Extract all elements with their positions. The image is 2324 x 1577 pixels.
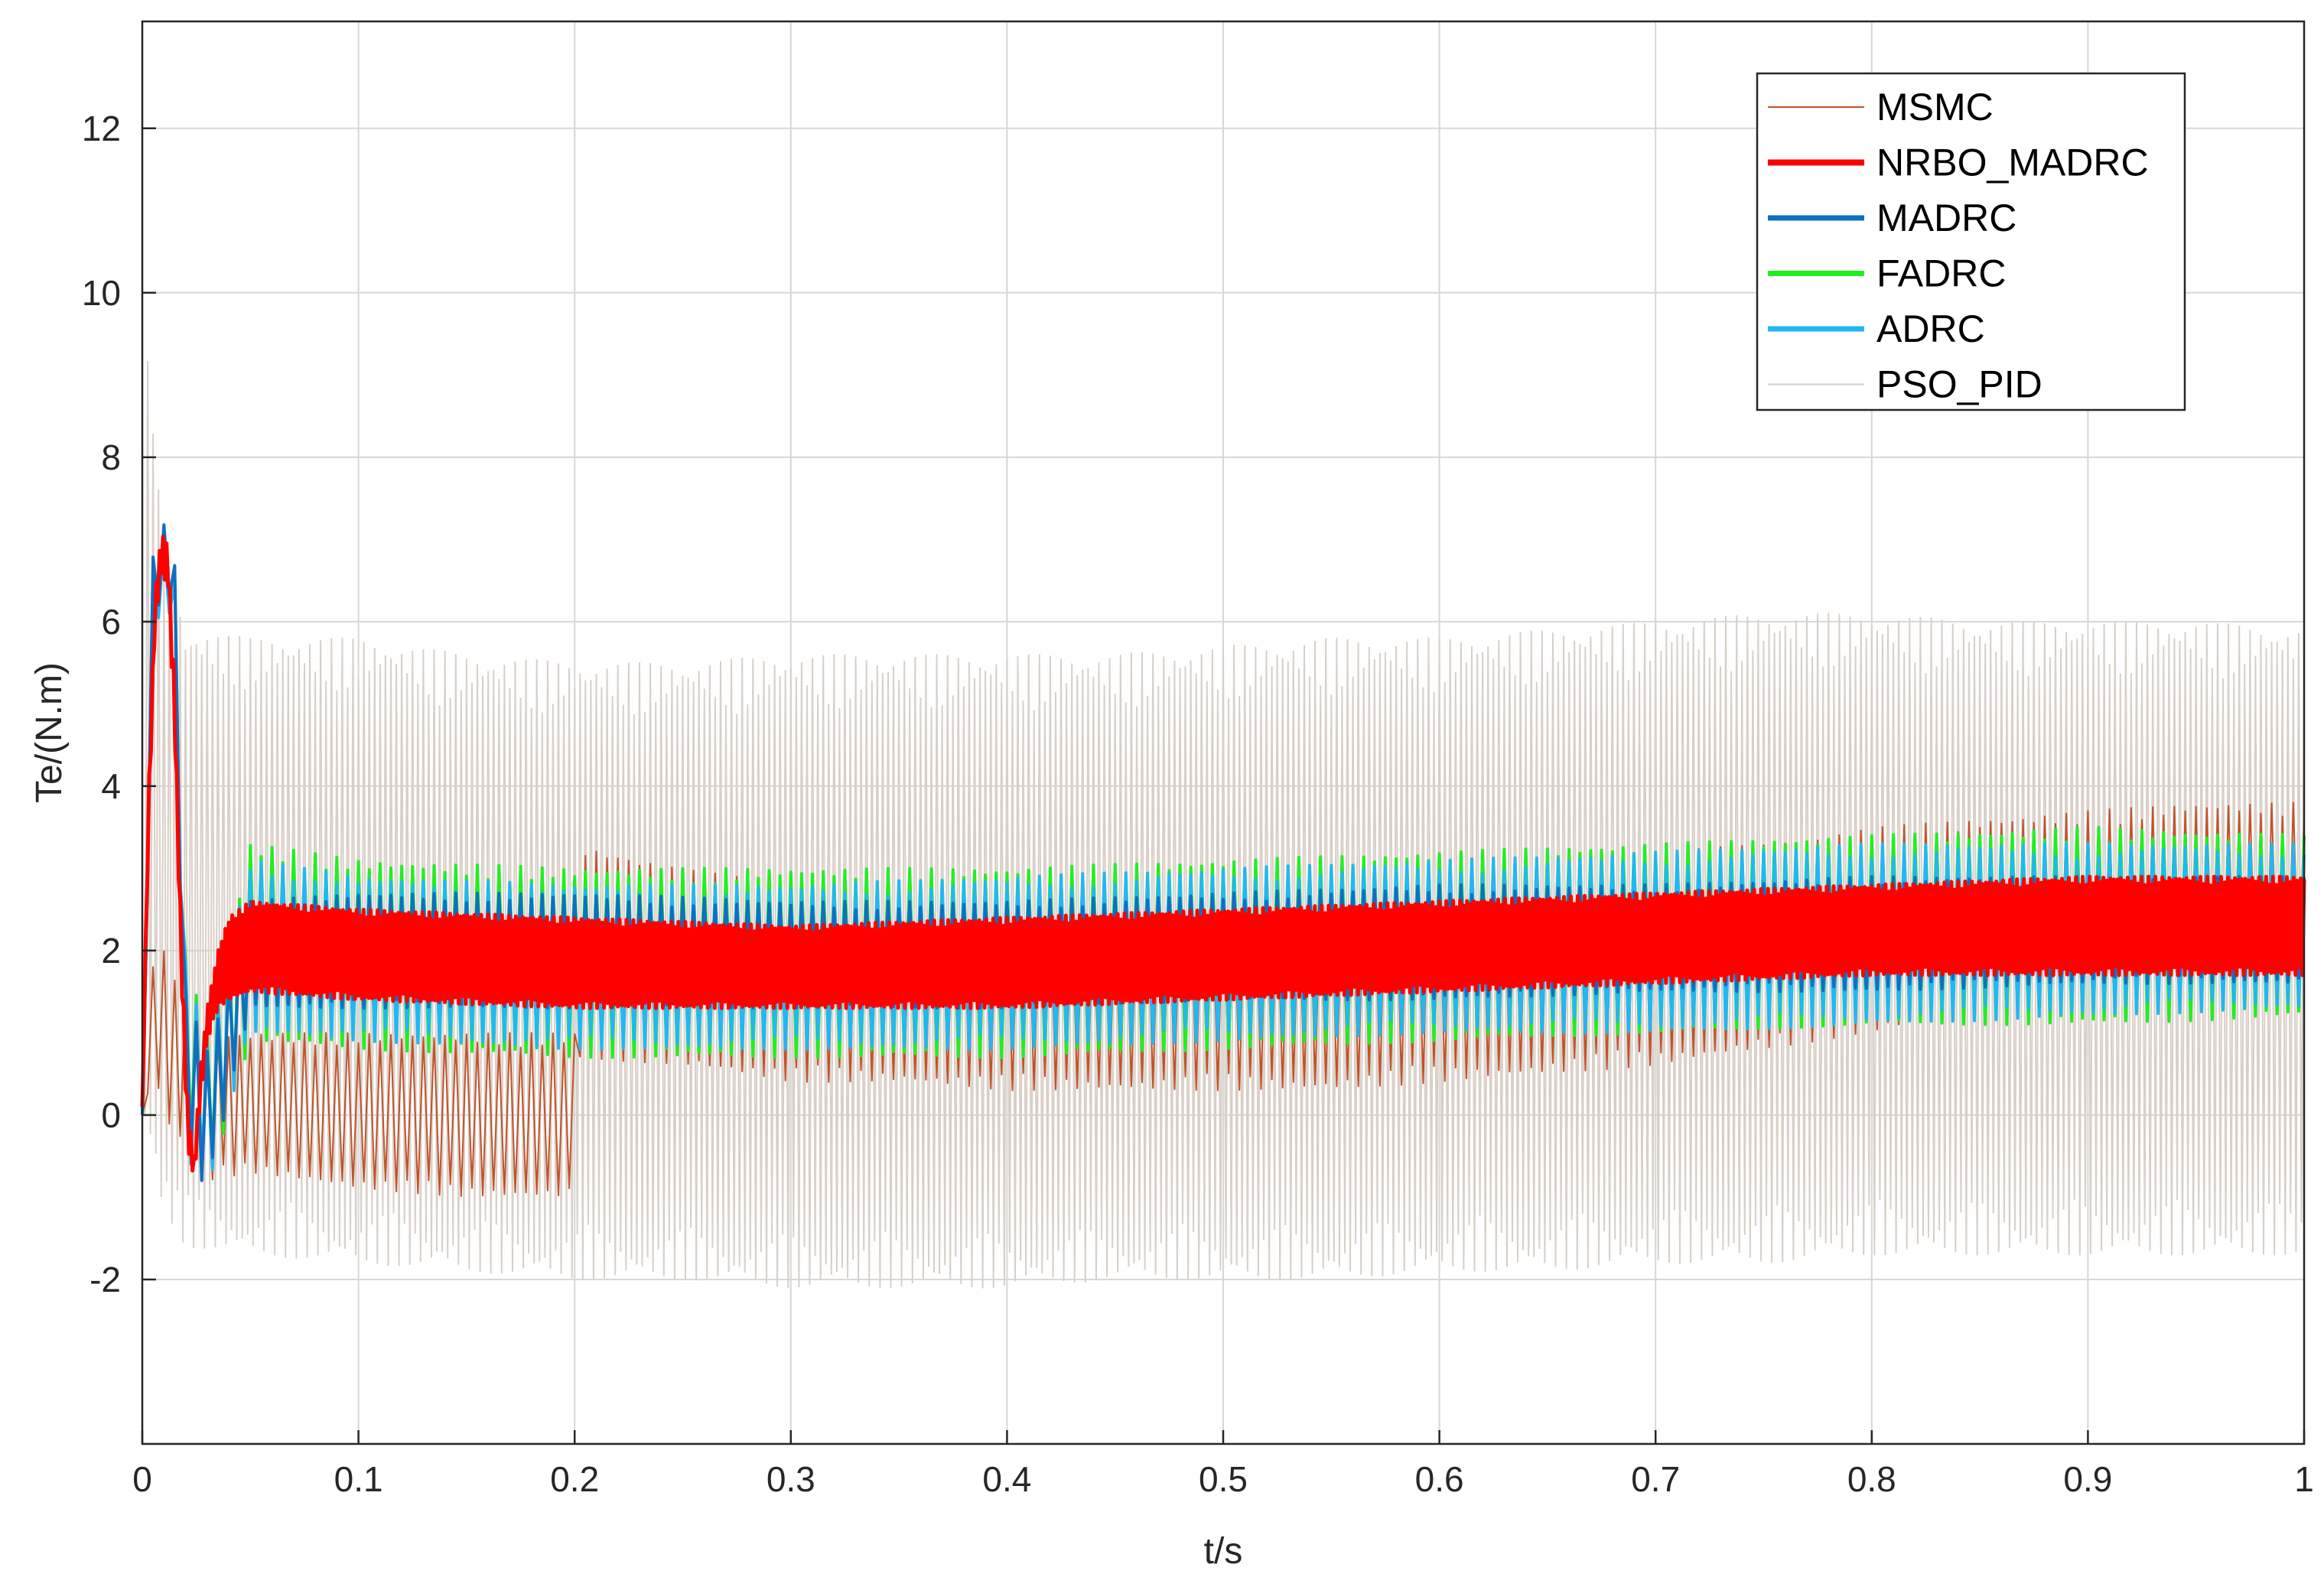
- series-pso-pid: [142, 360, 2305, 1289]
- x-tick-label: 0.3: [767, 1459, 815, 1499]
- y-tick-label: -2: [90, 1260, 121, 1299]
- legend-entry: MSMC: [1876, 86, 1994, 128]
- x-tick-label: 0.5: [1199, 1459, 1248, 1499]
- series-trace: [140, 535, 2306, 1173]
- legend-entry: PSO_PID: [1876, 363, 2042, 406]
- y-tick-label: 0: [101, 1095, 121, 1135]
- x-tick-label: 0.8: [1847, 1459, 1896, 1499]
- y-tick-label: 12: [82, 109, 121, 148]
- legend-entry: FADRC: [1876, 252, 2006, 295]
- x-tick-label: 1: [2294, 1459, 2314, 1499]
- y-axis-label: Te/(N.m): [29, 662, 70, 803]
- x-tick-label: 0.7: [1631, 1459, 1680, 1499]
- y-tick-label: 4: [101, 766, 121, 806]
- x-tick-label: 0.1: [334, 1459, 383, 1499]
- legend-entry: NRBO_MADRC: [1876, 141, 2149, 184]
- legend: MSMC NRBO_MADRC MADRC FADRC ADRC PSO_PID: [1756, 72, 2186, 411]
- series-trace: [142, 360, 2305, 1289]
- legend-entry: ADRC: [1876, 307, 1985, 350]
- x-axis-label: t/s: [1204, 1531, 1243, 1572]
- y-tick-label: 2: [101, 931, 121, 971]
- axis-ticks: 0 0.1 0.2 0.3 0.4 0.5 0.6 0.7 0.8 0.9 1 -2 0 2 4 6 8 10 12: [82, 109, 2314, 1499]
- series-nrbo-madrc: [140, 535, 2306, 1173]
- legend-box: [1756, 72, 2186, 411]
- series-layer: [140, 360, 2306, 1289]
- y-tick-label: 8: [101, 437, 121, 477]
- legend-entry: MADRC: [1876, 197, 2016, 239]
- y-tick-label: 10: [82, 273, 121, 313]
- x-tick-label: 0.6: [1415, 1459, 1464, 1499]
- x-tick-label: 0.4: [982, 1459, 1031, 1499]
- x-tick-label: 0: [132, 1459, 152, 1499]
- x-tick-label: 0.2: [550, 1459, 599, 1499]
- y-tick-label: 6: [101, 602, 121, 642]
- x-tick-label: 0.9: [2063, 1459, 2112, 1499]
